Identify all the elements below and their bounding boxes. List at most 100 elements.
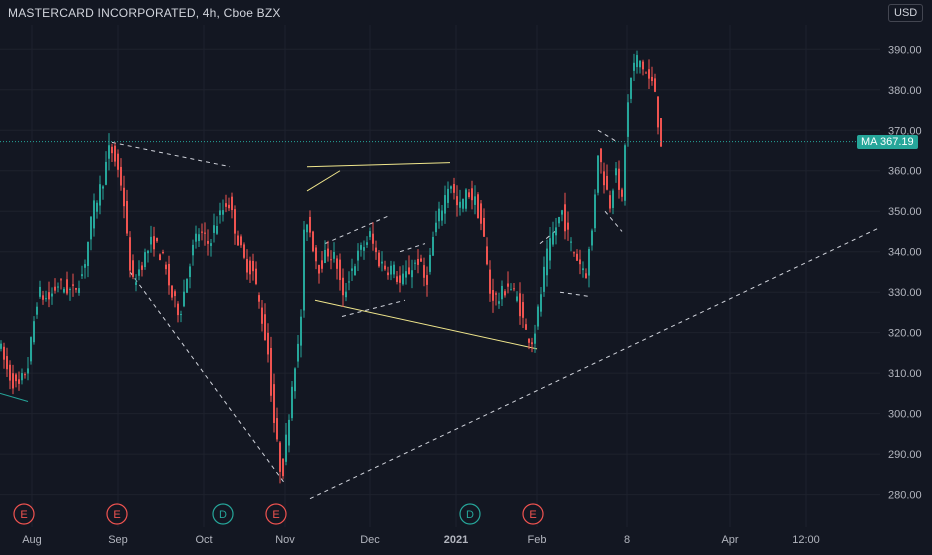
candle-body (582, 268, 584, 271)
dashed-trendline (559, 291, 589, 297)
solid-trendline (306, 170, 341, 192)
candle-body (294, 368, 296, 392)
event-label: E (20, 509, 27, 521)
candle-body (393, 264, 395, 275)
candle-body (408, 267, 410, 275)
candle-body (225, 203, 227, 207)
candle-body (468, 192, 470, 198)
time-tick-label: 2021 (444, 534, 468, 546)
time-tick-label: Apr (721, 534, 738, 546)
candle-body (645, 72, 647, 74)
candle-body (171, 285, 173, 298)
candle-body (660, 118, 662, 147)
candle-body (6, 356, 8, 370)
candle-body (321, 260, 323, 269)
candle-body (159, 254, 161, 261)
price-tick-label: 320.00 (888, 328, 922, 340)
candle-body (423, 265, 425, 278)
candle-body (609, 195, 611, 209)
candle-body (48, 292, 50, 300)
long-dashed-trendline (309, 226, 881, 500)
candle-body (534, 333, 536, 344)
candle-body (309, 216, 311, 233)
candle-body (0, 343, 2, 349)
candle-body (459, 201, 461, 208)
candle-body (648, 69, 650, 79)
candle-body (291, 386, 293, 419)
candle-body (489, 269, 491, 294)
earnings-marker[interactable]: E (13, 503, 35, 525)
time-axis[interactable]: Aug Sep Oct Nov Dec 2021 Feb 8 Apr 12:00 (22, 534, 820, 546)
candle-body (255, 268, 257, 284)
candle-body (24, 374, 26, 376)
dividend-marker[interactable]: D (212, 503, 234, 525)
candle-body (156, 237, 158, 242)
candle-body (108, 145, 110, 159)
candle-body (114, 145, 116, 162)
candle-body (492, 290, 494, 301)
candle-body (42, 295, 44, 300)
candle-body (501, 285, 503, 300)
candle-body (483, 217, 485, 237)
earnings-marker[interactable]: E (522, 503, 544, 525)
candle-body (411, 270, 413, 278)
earnings-marker[interactable]: E (106, 503, 128, 525)
event-label: D (219, 509, 227, 521)
price-tick-label: 290.00 (888, 449, 922, 461)
chart-title: MASTERCARD INCORPORATED, 4h, Cboe BZX (8, 6, 281, 20)
pattern-drawings[interactable] (0, 129, 881, 500)
price-tick-label: 390.00 (888, 44, 922, 56)
candle-body (342, 277, 344, 296)
candle-body (387, 272, 389, 276)
candle-body (429, 254, 431, 272)
candle-body (45, 298, 47, 300)
candle-body (153, 236, 155, 250)
candle-body (84, 264, 86, 268)
time-tick-label: Feb (528, 534, 547, 546)
dividend-marker[interactable]: D (459, 503, 481, 525)
candle-body (324, 249, 326, 264)
candle-body (132, 260, 134, 277)
price-tick-label: 330.00 (888, 287, 922, 299)
candle-body (141, 265, 143, 270)
candle-body (558, 217, 560, 224)
candle-body (465, 189, 467, 209)
candle-body (99, 184, 101, 206)
candle-body (510, 289, 512, 291)
candle-body (639, 60, 641, 68)
price-tick-label: 350.00 (888, 206, 922, 218)
dashed-trendline (399, 243, 426, 253)
earnings-marker[interactable]: E (265, 503, 287, 525)
candle-body (528, 338, 530, 343)
event-circle (13, 503, 35, 525)
candle-body (603, 171, 605, 186)
solid-trendline (306, 162, 451, 168)
event-label: E (113, 509, 120, 521)
candle-body (165, 264, 167, 270)
candle-body (198, 234, 200, 242)
price-axis[interactable]: 280.00 290.00 300.00 310.00 320.00 330.00 340.… (888, 44, 922, 501)
event-circle (212, 503, 234, 525)
candle-body (60, 279, 62, 281)
candle-body (105, 161, 107, 185)
currency-button[interactable]: USD (888, 4, 924, 22)
candle-body (480, 203, 482, 224)
candle-body (567, 222, 569, 230)
candle-body (3, 346, 5, 360)
candle-body (69, 289, 71, 291)
candle-body (222, 210, 224, 215)
candle-body (36, 306, 38, 315)
candle-body (177, 303, 179, 316)
candle-body (474, 196, 476, 205)
candle-body (372, 233, 374, 244)
candle-body (129, 237, 131, 271)
price-value: 367.19 (879, 136, 914, 148)
candle-body (606, 175, 608, 190)
candle-body (414, 262, 416, 264)
candle-body (57, 286, 59, 288)
candle-body (90, 216, 92, 240)
candle-body (438, 208, 440, 222)
